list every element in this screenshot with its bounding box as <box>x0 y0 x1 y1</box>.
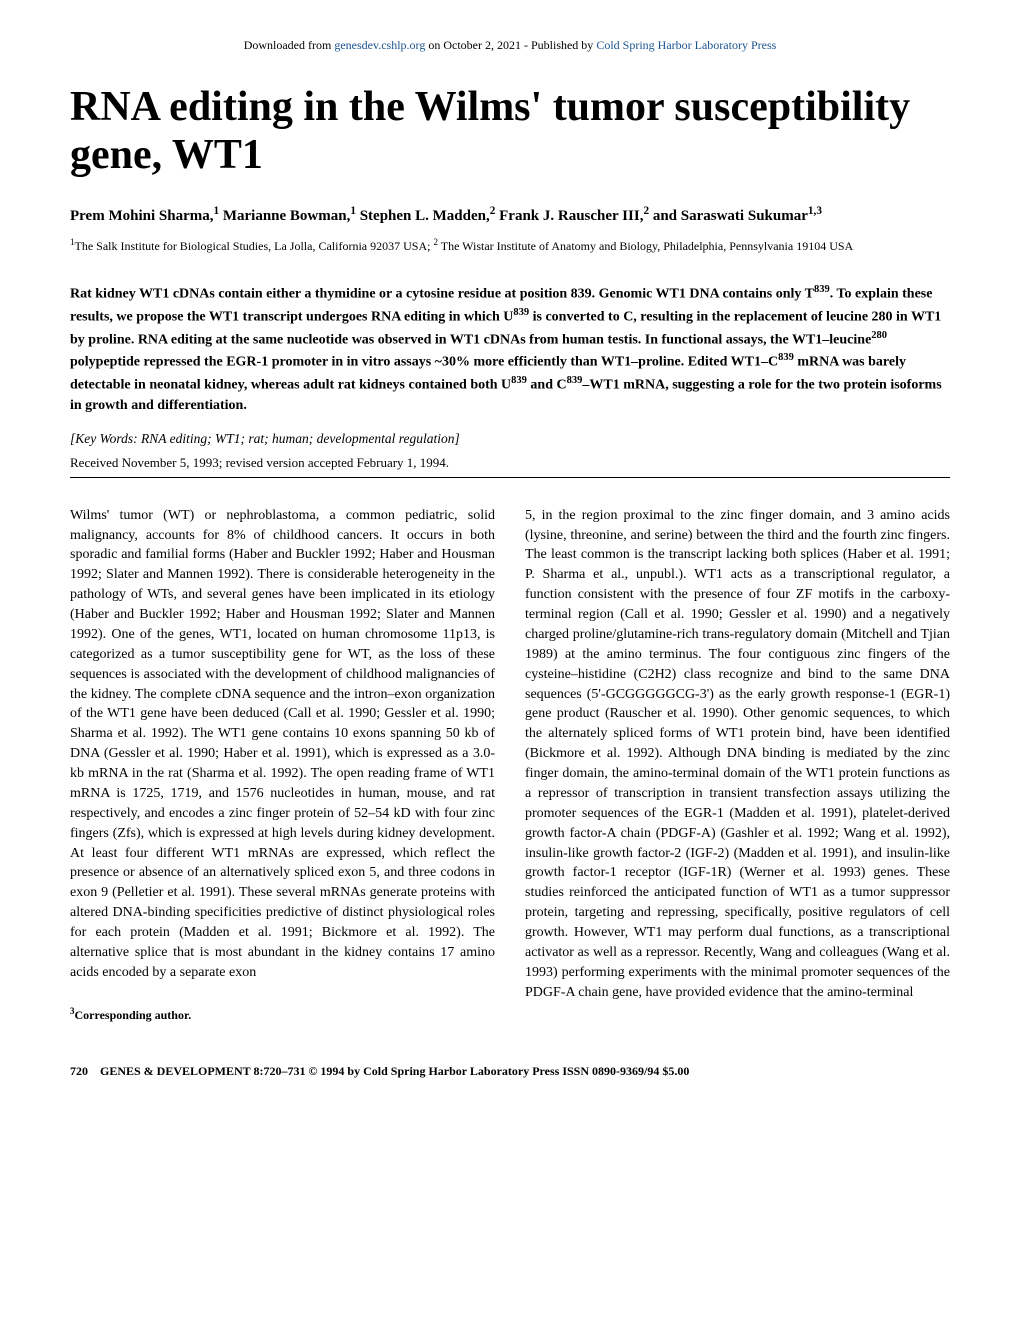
corresponding-author: 3Corresponding author. <box>70 1005 495 1024</box>
received-line: Received November 5, 1993; revised versi… <box>70 455 950 471</box>
download-banner: Downloaded from genesdev.cshlp.org on Oc… <box>70 30 950 73</box>
two-column-body: Wilms' tumor (WT) or nephroblastoma, a c… <box>70 506 950 1024</box>
affiliations: 1The Salk Institute for Biological Studi… <box>70 237 950 254</box>
body-right-text: 5, in the region proximal to the zinc fi… <box>525 506 950 1003</box>
column-left: Wilms' tumor (WT) or nephroblastoma, a c… <box>70 506 495 1024</box>
keywords: [Key Words: RNA editing; WT1; rat; human… <box>70 431 950 447</box>
download-link-2[interactable]: Cold Spring Harbor Laboratory Press <box>596 38 776 52</box>
horizontal-rule <box>70 477 950 478</box>
paper-title: RNA editing in the Wilms' tumor suscepti… <box>70 83 950 180</box>
authors-line: Prem Mohini Sharma,1 Marianne Bowman,1 S… <box>70 205 950 225</box>
download-prefix: Downloaded from <box>244 38 335 52</box>
page-footer: 720 GENES & DEVELOPMENT 8:720–731 © 1994… <box>70 1064 950 1079</box>
abstract: Rat kidney WT1 cDNAs contain either a th… <box>70 282 950 417</box>
download-mid: on October 2, 2021 - Published by <box>425 38 596 52</box>
body-left-text: Wilms' tumor (WT) or nephroblastoma, a c… <box>70 506 495 983</box>
download-link-1[interactable]: genesdev.cshlp.org <box>334 38 425 52</box>
column-right: 5, in the region proximal to the zinc fi… <box>525 506 950 1024</box>
